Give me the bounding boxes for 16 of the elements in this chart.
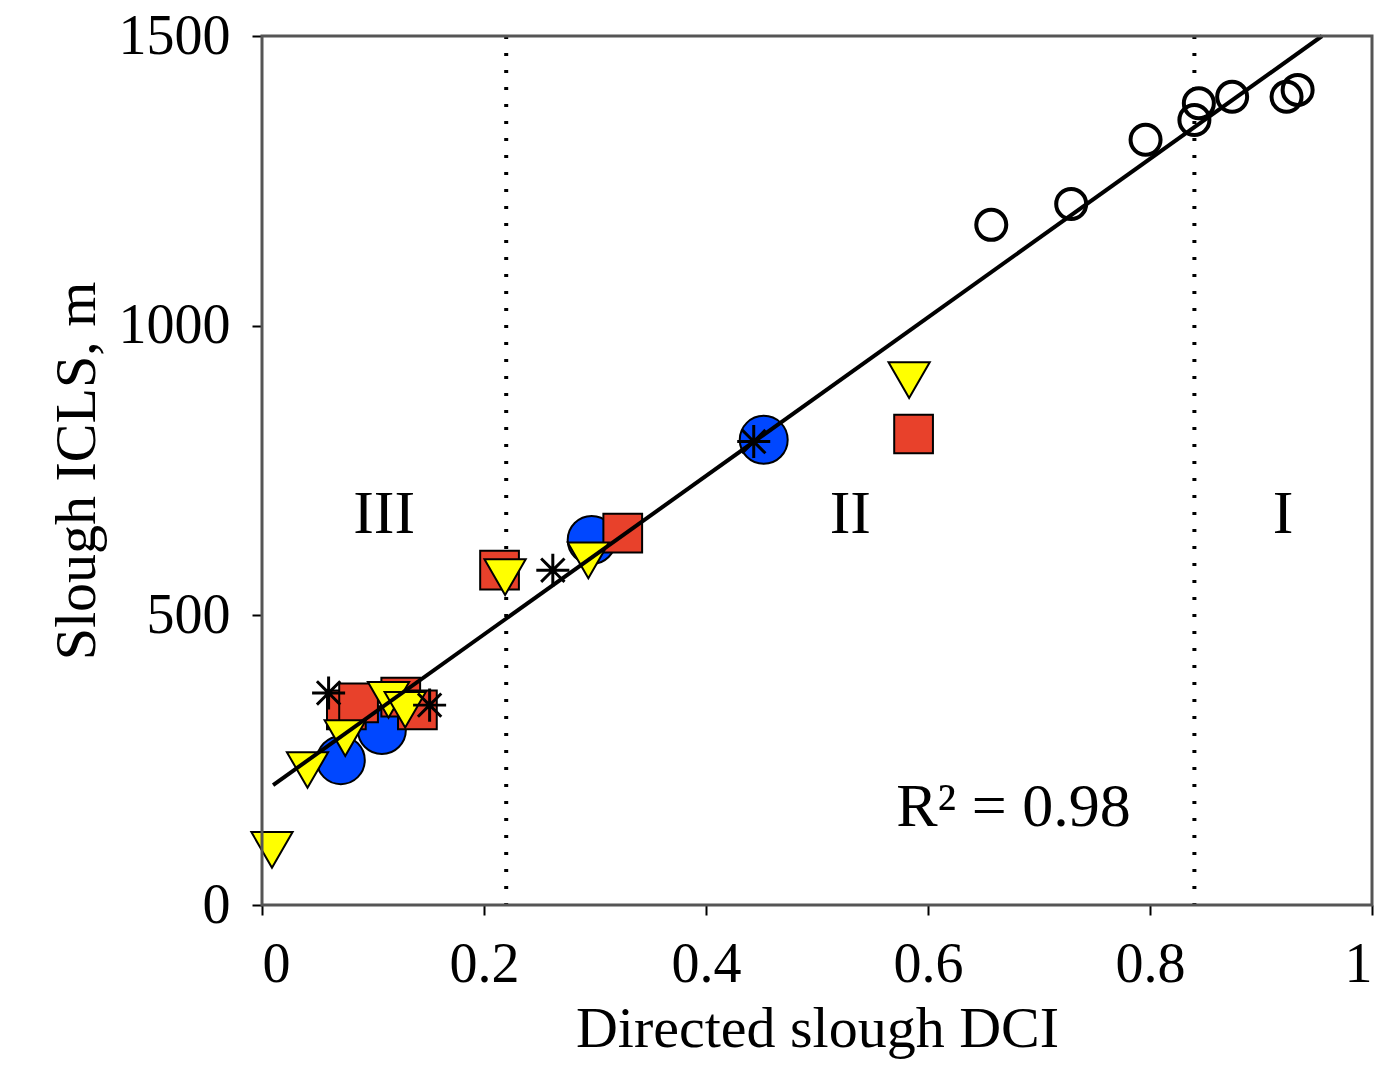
x-tick-label: 1 <box>1344 931 1373 994</box>
x-tick-label: 0.6 <box>893 931 964 994</box>
annotation: I <box>1272 477 1294 546</box>
x-tick-label: 0.4 <box>671 931 742 994</box>
y-tick-label: 1500 <box>118 3 231 66</box>
x-axis-title: Directed slough DCI <box>575 994 1060 1060</box>
y-tick-label: 0 <box>202 872 231 935</box>
x-tick-label: 0.8 <box>1115 931 1186 994</box>
x-tick-label: 0.2 <box>449 931 520 994</box>
y-axis-title: Slough ICLS, m <box>42 281 108 661</box>
annotation: II <box>829 477 871 546</box>
annotation: III <box>353 477 416 546</box>
y-tick-label: 500 <box>146 582 231 645</box>
y-tick-label: 1000 <box>118 293 231 356</box>
annotation: R² = 0.98 <box>896 770 1131 839</box>
x-tick-label: 0 <box>262 931 291 994</box>
